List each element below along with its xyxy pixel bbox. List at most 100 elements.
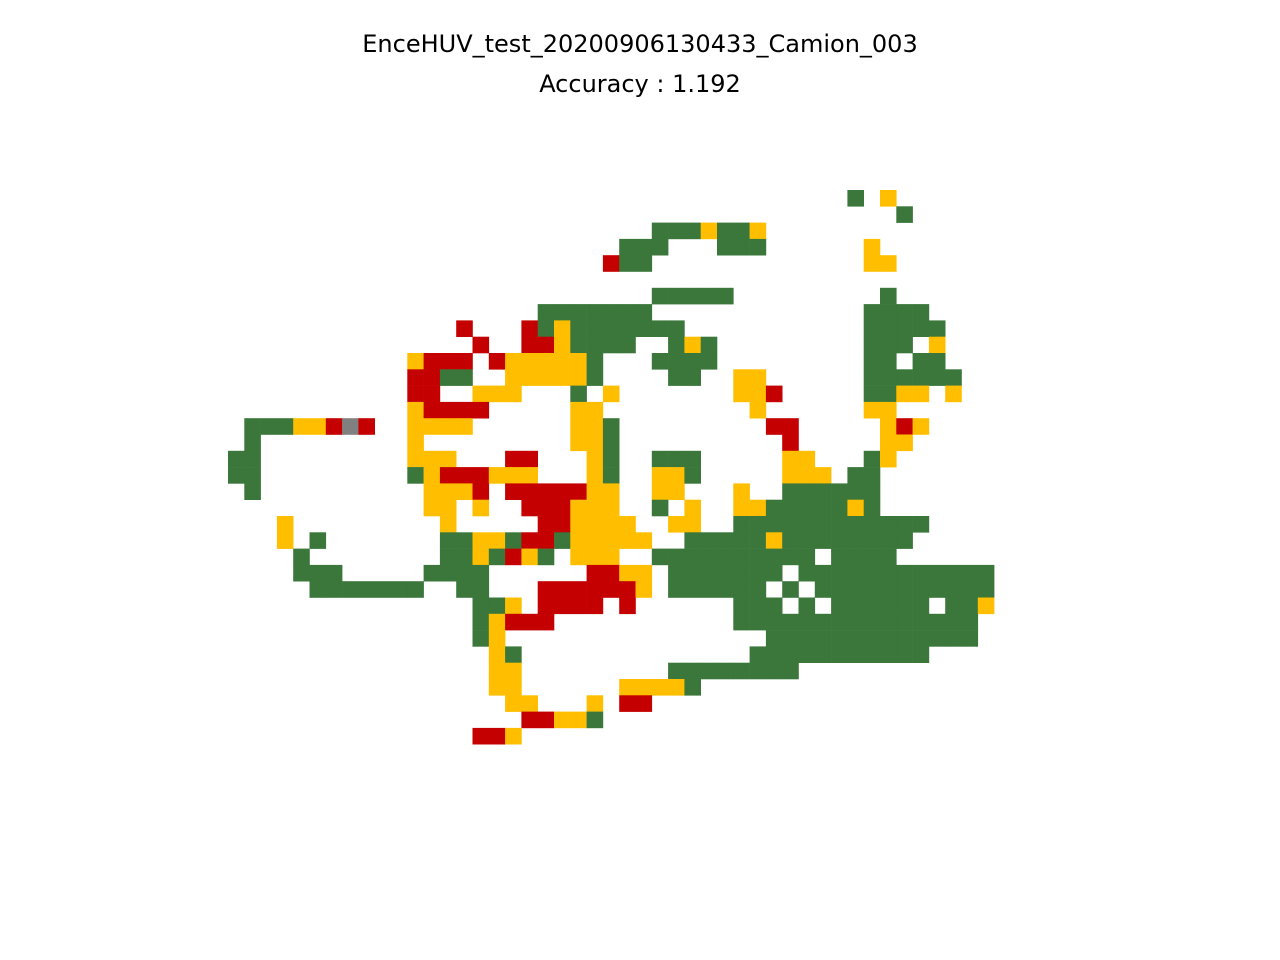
heatmap-cell bbox=[864, 516, 881, 533]
heatmap-cell bbox=[913, 565, 930, 582]
heatmap-cell bbox=[538, 516, 555, 533]
heatmap-cell bbox=[424, 565, 441, 582]
heatmap-cell bbox=[717, 581, 734, 598]
heatmap-cell bbox=[489, 646, 506, 663]
heatmap-cell bbox=[668, 337, 685, 354]
heatmap-cell bbox=[619, 337, 636, 354]
heatmap-cell bbox=[847, 532, 864, 549]
heatmap-cell bbox=[815, 646, 832, 663]
heatmap-cell bbox=[587, 500, 604, 517]
heatmap-cell bbox=[864, 386, 881, 403]
heatmap-cell bbox=[244, 435, 261, 452]
heatmap-cell bbox=[570, 369, 587, 386]
heatmap-cell bbox=[554, 532, 571, 549]
heatmap-cell bbox=[603, 516, 620, 533]
heatmap-cell bbox=[847, 630, 864, 647]
heatmap-cell bbox=[847, 190, 864, 207]
heatmap-cell bbox=[521, 369, 538, 386]
heatmap-cell bbox=[277, 418, 294, 435]
heatmap-cell bbox=[473, 386, 490, 403]
heatmap-cell bbox=[896, 565, 913, 582]
heatmap-cell bbox=[782, 581, 799, 598]
heatmap-cell bbox=[880, 337, 897, 354]
heatmap-cell bbox=[799, 549, 816, 566]
heatmap-cell bbox=[717, 549, 734, 566]
heatmap-cell bbox=[782, 630, 799, 647]
heatmap-cell bbox=[864, 630, 881, 647]
heatmap-cell bbox=[619, 532, 636, 549]
heatmap-cell bbox=[847, 614, 864, 631]
heatmap-cell bbox=[440, 483, 457, 500]
heatmap-cell bbox=[473, 532, 490, 549]
heatmap-cell bbox=[880, 320, 897, 337]
heatmap-cell bbox=[799, 500, 816, 517]
heatmap-cell bbox=[847, 516, 864, 533]
heatmap-cell bbox=[554, 337, 571, 354]
heatmap-cell bbox=[554, 369, 571, 386]
heatmap-cell bbox=[505, 467, 522, 484]
heatmap-cell bbox=[782, 500, 799, 517]
heatmap-cell bbox=[864, 598, 881, 615]
heatmap-cell bbox=[880, 614, 897, 631]
heatmap-cell bbox=[652, 451, 669, 468]
heatmap-cell bbox=[570, 516, 587, 533]
heatmap-cell bbox=[733, 549, 750, 566]
heatmap-cell bbox=[456, 402, 473, 419]
heatmap-cell bbox=[505, 663, 522, 680]
heatmap-cell bbox=[701, 532, 718, 549]
heatmap-cell bbox=[847, 581, 864, 598]
heatmap-cell bbox=[587, 712, 604, 729]
heatmap-cell bbox=[587, 467, 604, 484]
heatmap-cell bbox=[293, 549, 310, 566]
heatmap-cell bbox=[684, 532, 701, 549]
heatmap-cell bbox=[587, 435, 604, 452]
heatmap-cell bbox=[456, 467, 473, 484]
heatmap-cell bbox=[603, 255, 620, 272]
heatmap-cell bbox=[864, 549, 881, 566]
heatmap-cell bbox=[538, 320, 555, 337]
heatmap-cell bbox=[521, 337, 538, 354]
heatmap-cell bbox=[652, 353, 669, 370]
heatmap-cell bbox=[668, 581, 685, 598]
heatmap-cell bbox=[668, 369, 685, 386]
heatmap-cell bbox=[684, 679, 701, 696]
heatmap-cell bbox=[782, 646, 799, 663]
heatmap-cell bbox=[668, 679, 685, 696]
heatmap-cell bbox=[978, 581, 995, 598]
heatmap-cell bbox=[733, 663, 750, 680]
heatmap-cell bbox=[684, 663, 701, 680]
heatmap-cell bbox=[815, 483, 832, 500]
heatmap-cell bbox=[603, 451, 620, 468]
heatmap-cell bbox=[587, 598, 604, 615]
heatmap-cell bbox=[701, 581, 718, 598]
heatmap-cell bbox=[864, 353, 881, 370]
heatmap-cell bbox=[473, 581, 490, 598]
heatmap-cell bbox=[570, 532, 587, 549]
heatmap-cell bbox=[489, 353, 506, 370]
heatmap-cell bbox=[750, 500, 767, 517]
heatmap-cell bbox=[424, 451, 441, 468]
heatmap-cell bbox=[424, 483, 441, 500]
heatmap-cell bbox=[570, 418, 587, 435]
heatmap-cell bbox=[505, 646, 522, 663]
heatmap-cell bbox=[831, 516, 848, 533]
heatmap-cell bbox=[896, 614, 913, 631]
heatmap-cell bbox=[717, 532, 734, 549]
heatmap-cell bbox=[456, 532, 473, 549]
heatmap-cell bbox=[652, 288, 669, 305]
heatmap-cell bbox=[228, 451, 245, 468]
heatmap-cell bbox=[766, 500, 783, 517]
heatmap-cell bbox=[521, 483, 538, 500]
heatmap-cell bbox=[945, 386, 962, 403]
heatmap-cell bbox=[587, 402, 604, 419]
heatmap-cell bbox=[962, 598, 979, 615]
heatmap-cell bbox=[652, 223, 669, 240]
heatmap-cell bbox=[815, 532, 832, 549]
heatmap-cell bbox=[244, 418, 261, 435]
heatmap-cell bbox=[880, 435, 897, 452]
heatmap-cell bbox=[684, 288, 701, 305]
heatmap-cell bbox=[587, 418, 604, 435]
heatmap-cell bbox=[684, 353, 701, 370]
heatmap-cell bbox=[945, 565, 962, 582]
heatmap-cell bbox=[831, 598, 848, 615]
